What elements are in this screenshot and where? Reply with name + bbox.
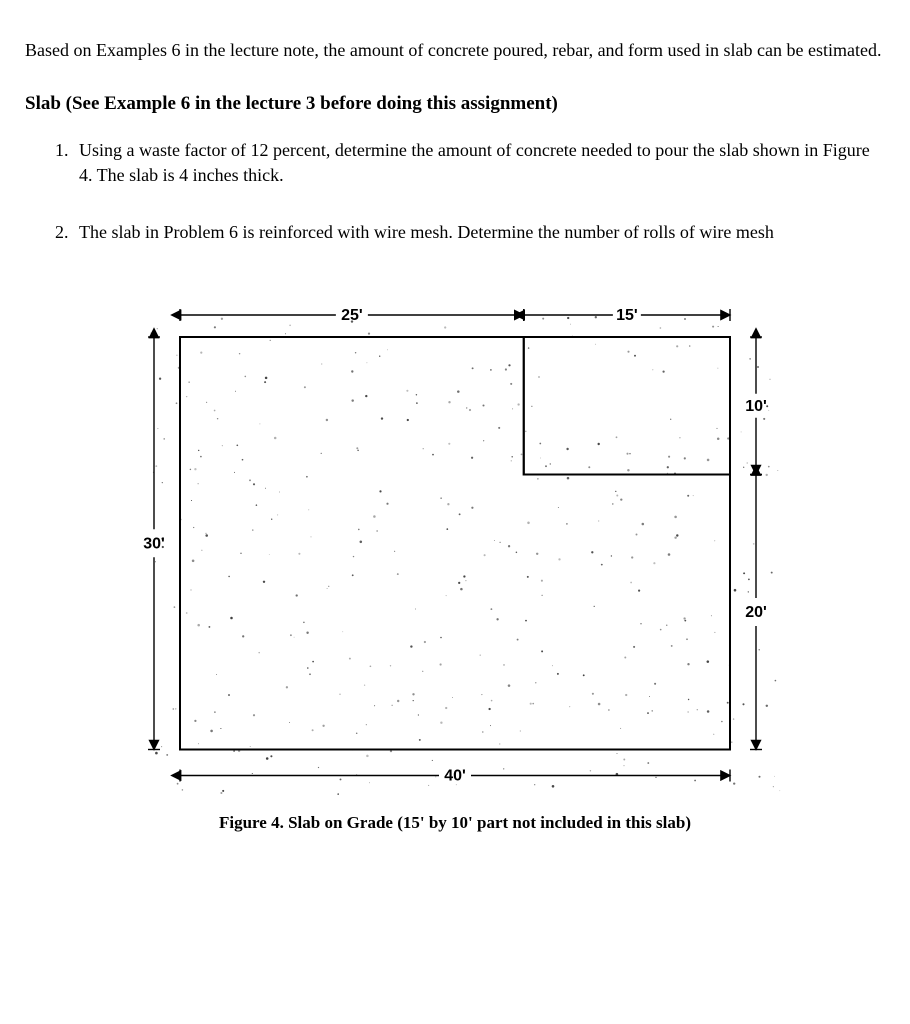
problem-list: Using a waste factor of 12 percent, dete… <box>25 138 885 246</box>
svg-text:15': 15' <box>616 307 638 324</box>
svg-text:25': 25' <box>341 307 363 324</box>
figure-4: 25' 15' 30' 40' 10' 20' Figure 4. Slab on Gra… <box>25 277 885 835</box>
svg-text:40': 40' <box>444 768 466 785</box>
svg-text:30': 30' <box>143 536 165 553</box>
problem-item: Using a waste factor of 12 percent, dete… <box>73 138 885 188</box>
intro-text: Based on Examples 6 in the lecture note,… <box>25 38 885 63</box>
svg-text:20': 20' <box>745 604 767 621</box>
problem-item: The slab in Problem 6 is reinforced with… <box>73 220 885 245</box>
figure-caption: Figure 4. Slab on Grade (15' by 10' part… <box>25 811 885 835</box>
slab-diagram: 25' 15' 30' 40' 10' 20' <box>105 277 805 797</box>
svg-text:10': 10' <box>745 398 767 415</box>
section-title: Slab (See Example 6 in the lecture 3 bef… <box>25 91 885 118</box>
